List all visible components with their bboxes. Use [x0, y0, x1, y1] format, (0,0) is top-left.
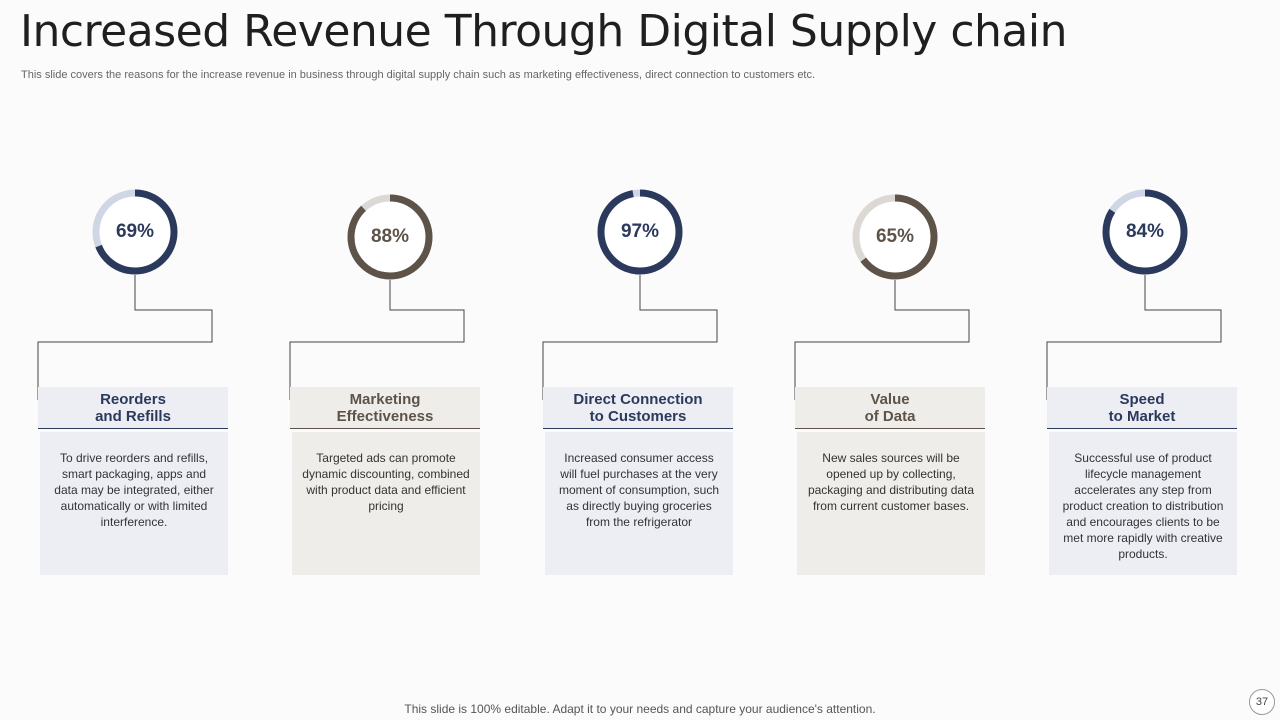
progress-ring: 65% — [850, 192, 940, 282]
footer-note: This slide is 100% editable. Adapt it to… — [404, 702, 876, 716]
progress-ring: 88% — [345, 192, 435, 282]
ring-progress — [1102, 189, 1188, 275]
card-description: New sales sources will be opened up by c… — [797, 432, 985, 575]
percent-label: 69% — [115, 221, 155, 242]
card-description: Successful use of product lifecycle mana… — [1049, 432, 1237, 575]
percent-label: 97% — [620, 221, 660, 242]
ring-progress — [347, 194, 433, 280]
metric-column: 69% Reorders and Refills To drive reorders… — [0, 0, 250, 720]
card-heading: Marketing Effectiveness — [290, 387, 480, 429]
card-heading: Direct Connection to Customers — [543, 387, 733, 429]
metric-column: 88% Marketing Effectiveness Targeted ads c… — [252, 0, 502, 720]
card-heading: Reorders and Refills — [38, 387, 228, 429]
card-heading: Speed to Market — [1047, 387, 1237, 429]
progress-ring: 69% — [90, 187, 180, 277]
card-description: Targeted ads can promote dynamic discoun… — [292, 432, 480, 575]
card-heading: Value of Data — [795, 387, 985, 429]
slide-title: Increased Revenue Through Digital Supply… — [20, 6, 1068, 57]
percent-label: 88% — [370, 226, 410, 247]
progress-ring: 97% — [595, 187, 685, 277]
metric-column: 65% Value of Data New sales sources will b… — [757, 0, 1007, 720]
progress-ring: 84% — [1100, 187, 1190, 277]
ring-progress — [852, 194, 938, 280]
slide-subtitle: This slide covers the reasons for the in… — [21, 69, 816, 81]
card-description: To drive reorders and refills, smart pac… — [40, 432, 228, 575]
metric-column: 97% Direct Connection to Customers Increas… — [505, 0, 755, 720]
percent-label: 65% — [875, 226, 915, 247]
ring-progress — [92, 189, 178, 275]
page-number: 37 — [1249, 689, 1275, 715]
metric-column: 84% Speed to Market Successful use of prod… — [1009, 0, 1259, 720]
percent-label: 84% — [1125, 221, 1165, 242]
card-description: Increased consumer access will fuel purc… — [545, 432, 733, 575]
ring-progress — [597, 189, 683, 275]
